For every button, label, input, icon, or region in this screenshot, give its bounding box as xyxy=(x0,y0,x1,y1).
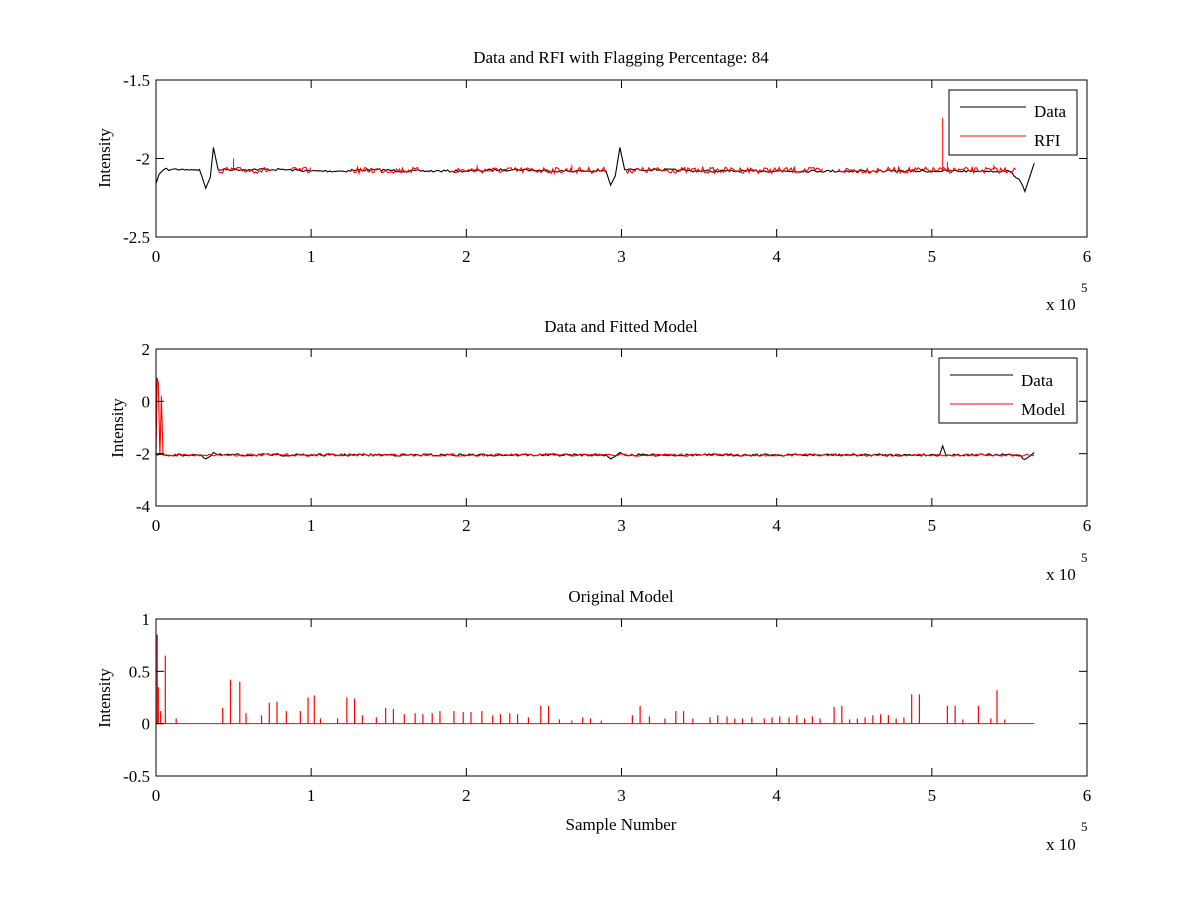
subplot-rfi-ticks: 0 1 2 3 4 5 6 -1.5 -2 -2.5 xyxy=(123,71,1091,266)
x-tick-label: 6 xyxy=(1083,786,1092,805)
subplot-original-model-x-multiplier: x 10 xyxy=(1046,835,1076,854)
subplot-fitted-model: Data and Fitted Model 0 1 2 3 4 5 6 2 0 -2 -4 Inte… xyxy=(108,317,1091,584)
x-tick-label: 6 xyxy=(1083,247,1092,266)
y-tick-label: 0.5 xyxy=(129,662,150,681)
legend-label-data: Data xyxy=(1034,102,1067,121)
y-tick-label: 2 xyxy=(142,340,151,359)
subplot-fitted-model-ticks: 0 1 2 3 4 5 6 2 0 -2 -4 xyxy=(136,340,1091,535)
subplot-original-model-xlabel: Sample Number xyxy=(566,815,677,834)
series-rfi-segment xyxy=(290,166,312,174)
x-tick-label: 5 xyxy=(928,786,937,805)
legend-label-rfi: RFI xyxy=(1034,131,1061,150)
subplot-fitted-model-legend: Data Model xyxy=(938,357,1078,424)
subplot-rfi-x-multiplier: x 10 xyxy=(1046,295,1076,314)
subplot-fitted-model-x-exponent: 5 xyxy=(1081,550,1088,565)
x-tick-label: 1 xyxy=(307,516,316,535)
y-tick-label: -2 xyxy=(136,150,150,169)
series-rfi-segment xyxy=(217,166,273,174)
series-rfi-segment xyxy=(450,165,606,176)
y-tick-label: -2.5 xyxy=(123,228,150,247)
y-tick-label: -1.5 xyxy=(123,71,150,90)
x-tick-label: 3 xyxy=(617,516,626,535)
subplot-original-model-title: Original Model xyxy=(568,587,674,606)
subplot-fitted-model-plot-area xyxy=(155,377,1035,460)
x-tick-label: 4 xyxy=(772,786,781,805)
subplot-original-model-x-exponent: 5 xyxy=(1081,819,1088,834)
x-tick-label: 6 xyxy=(1083,516,1092,535)
subplot-rfi-title: Data and RFI with Flagging Percentage: 8… xyxy=(473,48,769,67)
subplot-rfi: Data and RFI with Flagging Percentage: 8… xyxy=(95,48,1091,314)
x-tick-label: 1 xyxy=(307,786,316,805)
y-tick-label: 0 xyxy=(142,392,151,411)
x-tick-label: 2 xyxy=(462,247,471,266)
subplot-original-model-plot-area xyxy=(156,634,1035,725)
x-tick-label: 5 xyxy=(928,247,937,266)
y-tick-label: -4 xyxy=(136,497,151,516)
y-tick-label: -0.5 xyxy=(123,767,150,786)
subplot-original-model-ticks: 0 1 2 3 4 5 610.50-0.5 xyxy=(123,610,1091,805)
subplot-rfi-ylabel: Intensity xyxy=(95,128,114,188)
legend-label-data: Data xyxy=(1021,371,1054,390)
subplot-fitted-model-ylabel: Intensity xyxy=(108,398,127,458)
subplot-fitted-model-title: Data and Fitted Model xyxy=(544,317,698,336)
x-tick-label: 0 xyxy=(152,786,161,805)
subplot-rfi-plot-area xyxy=(155,117,1035,194)
subplot-original-model: Original Model 0 1 2 3 4 5 610.50-0.5 Intensit… xyxy=(95,587,1091,854)
legend-label-model: Model xyxy=(1021,400,1066,419)
y-tick-label: -2 xyxy=(136,445,150,464)
series-rfi-segment xyxy=(349,165,420,176)
x-tick-label: 4 xyxy=(772,516,781,535)
legend-box xyxy=(948,89,1078,156)
y-tick-label: 1 xyxy=(142,610,151,629)
subplot-original-model-ylabel: Intensity xyxy=(95,668,114,728)
x-tick-label: 4 xyxy=(772,247,781,266)
series-rfi-segment xyxy=(838,165,1017,175)
subplot-fitted-model-x-multiplier: x 10 xyxy=(1046,565,1076,584)
x-tick-label: 3 xyxy=(617,247,626,266)
x-tick-label: 5 xyxy=(928,516,937,535)
x-tick-label: 2 xyxy=(462,786,471,805)
y-tick-label: 0 xyxy=(142,715,151,734)
x-tick-label: 3 xyxy=(617,786,626,805)
x-tick-label: 1 xyxy=(307,247,316,266)
x-tick-label: 2 xyxy=(462,516,471,535)
subplot-rfi-x-exponent: 5 xyxy=(1081,280,1088,295)
subplot-rfi-legend: Data RFI xyxy=(948,89,1078,156)
x-tick-label: 0 xyxy=(152,516,161,535)
legend-box xyxy=(938,357,1078,424)
series-model-line xyxy=(155,377,1035,457)
x-tick-label: 0 xyxy=(152,247,161,266)
series-rfi-segment xyxy=(625,165,824,175)
